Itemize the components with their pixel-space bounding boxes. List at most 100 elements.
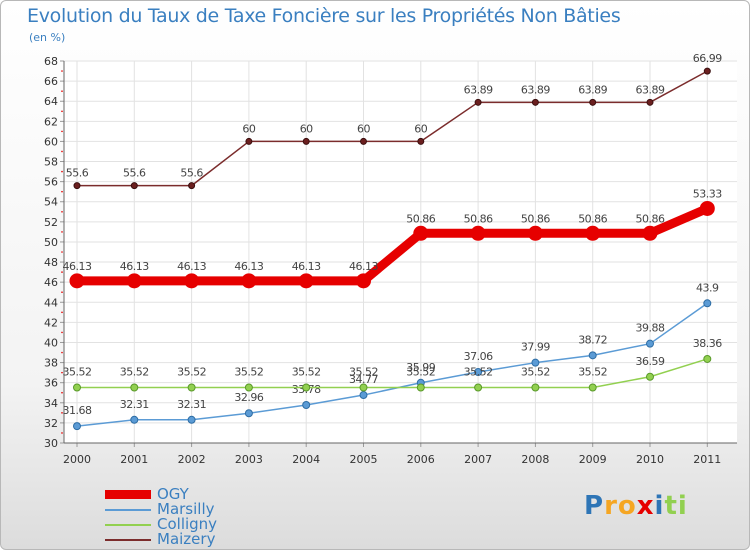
data-label-marsilly: 32.31: [177, 398, 206, 411]
data-point-maizery: [245, 137, 253, 145]
y-tick-label: 64: [44, 95, 58, 108]
x-tick-label: 2010: [636, 453, 664, 466]
data-label-maizery: 60: [242, 122, 255, 135]
data-point-ogy: [699, 200, 715, 216]
data-point-ogy: [241, 273, 257, 289]
data-point-marsilly: [73, 422, 81, 431]
y-minor-tick: [61, 391, 63, 394]
data-point-maizery: [531, 98, 539, 106]
data-label-maizery: 66.99: [693, 52, 722, 65]
y-minor-tick: [61, 311, 63, 314]
data-point-marsilly: [703, 299, 712, 308]
x-tick-label: 2003: [235, 453, 263, 466]
data-point-marsilly: [474, 368, 483, 377]
legend-item-colligny: Colligny: [105, 517, 217, 532]
y-minor-tick: [61, 90, 63, 92]
data-label-maizery: 55.6: [180, 167, 203, 180]
data-label-colligny: 35.52: [292, 366, 321, 379]
legend-swatch-colligny: [105, 523, 151, 526]
x-tick-label: 2008: [521, 453, 549, 466]
y-minor-tick: [61, 70, 63, 72]
y-tick-label: 46: [44, 276, 58, 289]
data-point-ogy: [298, 273, 314, 289]
legend-item-marsilly: Marsilly: [105, 502, 217, 517]
legend-swatch-ogy: [105, 490, 151, 499]
data-point-marsilly: [302, 401, 311, 410]
legend-swatch-maizery: [105, 538, 151, 541]
data-label-colligny: 35.52: [234, 366, 263, 379]
data-label-marsilly: 32.96: [234, 391, 263, 404]
y-minor-tick: [61, 331, 63, 334]
data-label-ogy: 50.86: [406, 212, 435, 225]
data-label-marsilly: 37.06: [464, 350, 493, 363]
x-tick-label: 2004: [292, 453, 320, 466]
data-point-colligny: [531, 383, 540, 392]
data-point-marsilly: [646, 339, 654, 348]
y-tick-label: 68: [44, 55, 58, 68]
y-tick-label: 40: [44, 336, 58, 349]
data-label-marsilly: 37.99: [521, 341, 550, 354]
data-label-maizery: 60: [300, 122, 313, 135]
x-tick-label: 2002: [178, 453, 206, 466]
data-label-ogy: 50.86: [636, 212, 665, 225]
data-label-colligny: 35.52: [63, 366, 92, 379]
data-label-maizery: 63.89: [578, 83, 607, 96]
data-label-marsilly: 43.9: [696, 281, 719, 294]
series-line-maizery: [76, 70, 709, 187]
chart-title: Evolution du Taux de Taxe Foncière sur l…: [27, 5, 621, 27]
y-tick-label: 34: [44, 397, 58, 410]
data-label-maizery: 55.6: [66, 167, 89, 180]
data-point-marsilly: [588, 351, 597, 360]
proxiti-logo: Proxiti: [584, 491, 688, 521]
data-point-maizery: [417, 137, 425, 145]
legend: OGY Marsilly Colligny Maizery: [105, 487, 217, 547]
legend-label-marsilly: Marsilly: [157, 500, 215, 518]
y-tick-label: 48: [44, 256, 58, 269]
y-tick-label: 44: [44, 296, 58, 309]
y-tick-label: 62: [44, 115, 58, 128]
y-minor-tick: [61, 351, 63, 354]
data-label-marsilly: 39.88: [636, 322, 665, 335]
y-tick-label: 30: [44, 437, 58, 450]
x-tick-label: 2006: [407, 453, 435, 466]
y-minor-tick: [61, 210, 63, 213]
data-label-colligny: 35.52: [406, 366, 435, 379]
data-point-ogy: [585, 225, 601, 241]
x-tick-label: 2011: [693, 453, 721, 466]
data-point-colligny: [474, 383, 483, 392]
y-minor-tick: [61, 371, 63, 374]
data-label-maizery: 63.89: [636, 83, 665, 96]
data-point-maizery: [360, 137, 367, 145]
data-point-marsilly: [359, 391, 368, 400]
data-label-ogy: 46.13: [177, 260, 206, 273]
y-tick-label: 56: [44, 176, 58, 189]
data-point-marsilly: [244, 409, 253, 418]
y-minor-tick: [61, 231, 63, 233]
data-point-ogy: [642, 225, 658, 241]
data-label-maizery: 63.89: [464, 83, 493, 96]
data-point-ogy: [126, 273, 142, 289]
x-tick-label: 2000: [63, 453, 91, 466]
series-line-colligny: [76, 358, 709, 389]
data-point-maizery: [703, 67, 711, 75]
data-point-maizery: [73, 182, 81, 190]
data-point-maizery: [130, 182, 138, 190]
series-line-marsilly: [76, 302, 709, 427]
data-point-maizery: [589, 98, 597, 106]
data-label-maizery: 60: [414, 122, 427, 135]
data-label-maizery: 55.6: [123, 167, 146, 180]
data-label-ogy: 46.13: [349, 260, 378, 273]
data-point-maizery: [646, 98, 654, 106]
y-tick-label: 50: [44, 236, 58, 249]
y-tick-label: 54: [44, 196, 58, 209]
legend-label-maizery: Maizery: [157, 530, 216, 548]
y-minor-tick: [61, 291, 63, 294]
y-tick-label: 32: [44, 417, 58, 430]
data-point-ogy: [184, 273, 200, 289]
y-tick-label: 66: [44, 75, 58, 88]
data-label-ogy: 46.13: [292, 260, 321, 273]
x-tick-label: 2005: [350, 453, 378, 466]
legend-item-maizery: Maizery: [105, 532, 217, 547]
